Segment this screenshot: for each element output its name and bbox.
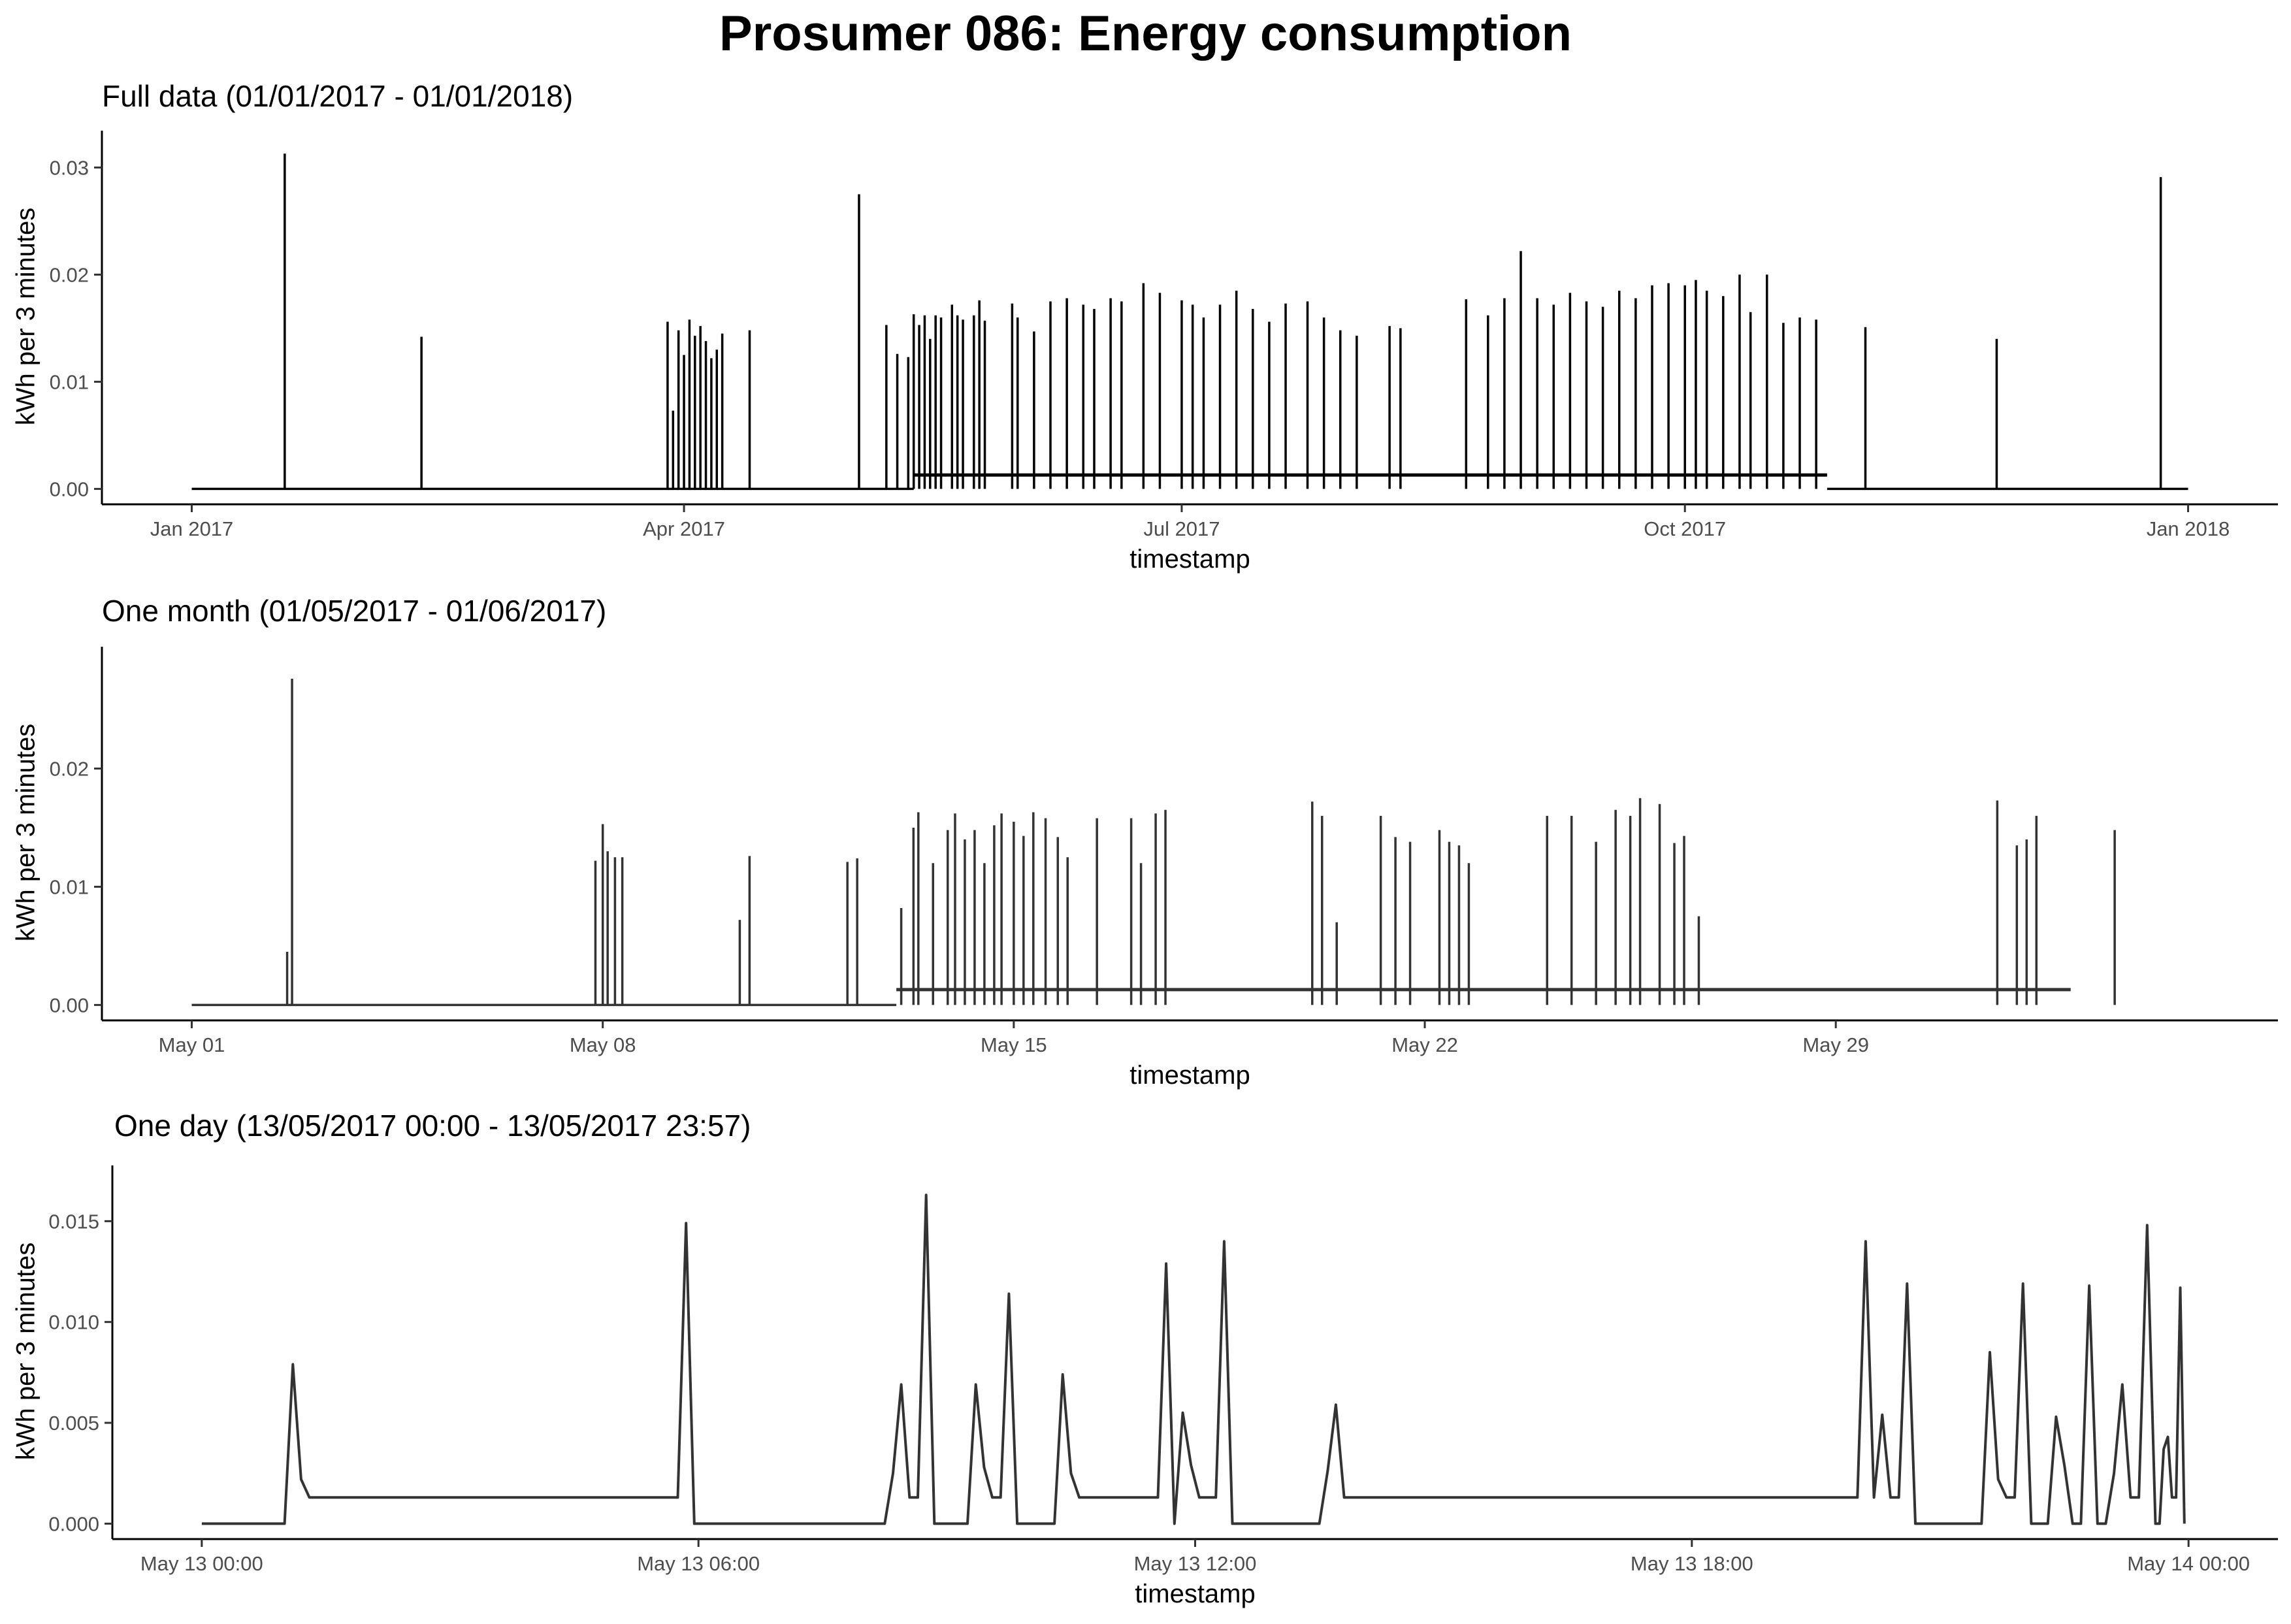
x-axis-label: timestamp <box>1135 1580 1256 1608</box>
x-tick-label: Oct 2017 <box>1644 517 1726 540</box>
y-tick-label: 0.02 <box>50 757 89 780</box>
x-tick-label: May 08 <box>570 1033 636 1056</box>
y-tick-label: 0.00 <box>50 478 89 500</box>
x-tick-label: Jan 2017 <box>150 517 234 540</box>
chart-svg: 0.00 0.01 0.02 May 01 May 08 May 15 May 22 May … <box>50 647 2278 1056</box>
chart-svg: 0.000 0.005 0.010 0.015 May 13 00:00 May 13 0… <box>48 1165 2278 1575</box>
panel-full-data: Full data (01/01/2017 - 01/01/2018) kWh … <box>0 78 2291 594</box>
y-tick-label: 0.01 <box>50 370 89 393</box>
x-tick-label: May 13 18:00 <box>1631 1552 1753 1575</box>
panel-one-month: One month (01/05/2017 - 01/06/2017) kWh … <box>0 593 2291 1109</box>
y-tick-label: 0.015 <box>48 1210 99 1233</box>
x-tick-label: Apr 2017 <box>643 517 725 540</box>
x-tick-label: Jan 2018 <box>2147 517 2230 540</box>
y-tick-label: 0.000 <box>48 1512 99 1535</box>
y-tick-label: 0.01 <box>50 875 89 898</box>
x-tick-label: May 13 00:00 <box>140 1552 263 1575</box>
chart-svg: 0.00 0.01 0.02 0.03 Jan 2017 Apr 2017 Jul 2017… <box>50 131 2278 540</box>
x-tick-label: May 13 12:00 <box>1134 1552 1257 1575</box>
x-tick-label: Jul 2017 <box>1143 517 1220 540</box>
x-tick-label: May 14 00:00 <box>2127 1552 2250 1575</box>
y-tick-label: 0.03 <box>50 156 89 179</box>
panel-one-day: One day (13/05/2017 00:00 - 13/05/2017 2… <box>0 1108 2291 1624</box>
y-tick-label: 0.00 <box>50 994 89 1016</box>
main-title: Prosumer 086: Energy consumption <box>719 6 1572 61</box>
x-tick-label: May 29 <box>1802 1033 1869 1056</box>
panel-title: One day (13/05/2017 00:00 - 13/05/2017 2… <box>114 1109 751 1143</box>
x-tick-label: May 01 <box>159 1033 225 1056</box>
x-tick-label: May 13 06:00 <box>637 1552 760 1575</box>
panel-title: One month (01/05/2017 - 01/06/2017) <box>102 594 607 628</box>
y-tick-label: 0.005 <box>48 1412 99 1435</box>
x-tick-label: May 15 <box>981 1033 1047 1056</box>
y-tick-label: 0.010 <box>48 1311 99 1334</box>
x-axis-label: timestamp <box>1129 545 1250 574</box>
panel-title: Full data (01/01/2017 - 01/01/2018) <box>102 79 574 113</box>
x-tick-label: May 22 <box>1391 1033 1458 1056</box>
y-tick-label: 0.02 <box>50 263 89 286</box>
x-axis-label: timestamp <box>1129 1061 1250 1090</box>
series-line <box>201 1194 2186 1525</box>
